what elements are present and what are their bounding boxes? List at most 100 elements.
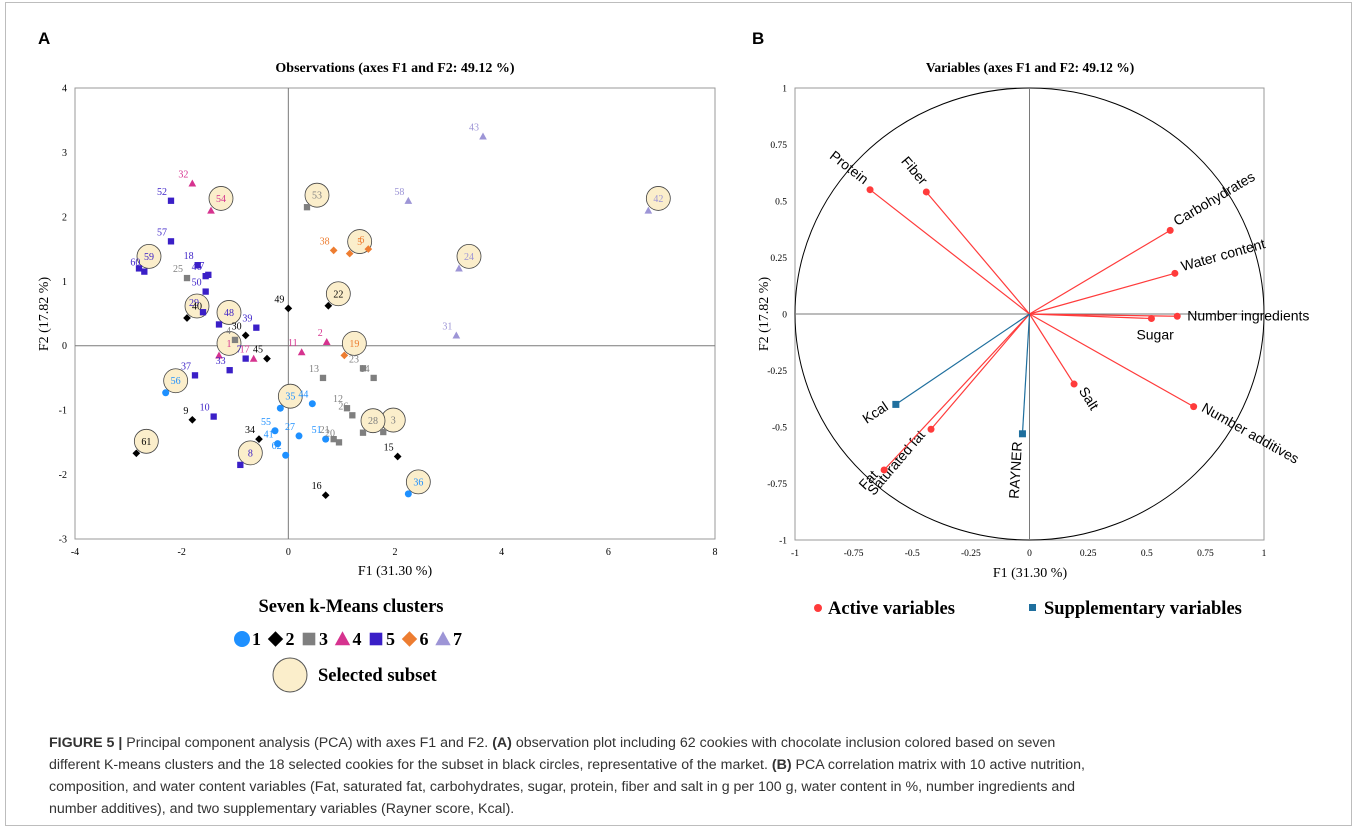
observation-point [359, 429, 367, 436]
observation-label: 24 [464, 252, 474, 263]
observation-label: 45 [253, 345, 263, 356]
variable-vector [930, 313, 1030, 430]
observation-point [404, 196, 413, 204]
cluster-legend-label: 4 [353, 629, 362, 649]
observation-point [199, 309, 207, 316]
observation-point [455, 264, 463, 272]
observation-label: 57 [157, 227, 167, 238]
observation-label: 41 [264, 430, 274, 441]
observation-point [276, 404, 284, 412]
caption-line4: number additives), and two supplementary… [49, 801, 515, 817]
observation-label: 46 [192, 262, 202, 273]
selected-subset-circle [405, 469, 431, 495]
observations-xtick-label: 2 [393, 547, 398, 558]
variable-label: Carbohydrates [1170, 168, 1257, 229]
observation-point [349, 412, 356, 419]
observations-xlabel: F1 (31.30 %) [358, 564, 433, 579]
observation-point [237, 461, 244, 469]
observations-xtick-label: 4 [499, 547, 504, 558]
observation-label: 6 [359, 235, 364, 246]
observation-label: 20 [325, 428, 335, 439]
variables-xtick-label: -0.25 [961, 549, 981, 559]
observation-label: 35 [285, 392, 295, 403]
variables-plot: Variables (axes F1 and F2: 49.12 %) F1 (… [757, 60, 1309, 581]
observation-point [210, 413, 217, 420]
observation-label: 10 [200, 403, 210, 414]
variables-xlabel: F1 (31.30 %) [993, 566, 1068, 581]
observation-point [479, 132, 487, 140]
variables-ytick-label: -0.25 [767, 367, 787, 377]
observations-ytick-label: -1 [59, 406, 67, 417]
observation-label: 53 [312, 191, 322, 202]
variables-ytick-label: 0.75 [770, 141, 787, 151]
observations-xtick-label: -2 [177, 547, 185, 558]
observation-label: 7 [237, 345, 242, 356]
observation-point [188, 179, 197, 187]
variables-xtick-label: 0.75 [1197, 549, 1214, 559]
selected-subset-circle [208, 186, 234, 211]
observation-label: 50 [192, 278, 202, 289]
observations-xtick-label: 6 [606, 547, 611, 558]
observation-point [322, 337, 331, 345]
caption-line2-tail: PCA correlation matrix with 10 active nu… [791, 757, 1085, 773]
observation-point [205, 271, 212, 278]
selected-subset-circle [325, 281, 351, 307]
observation-point [343, 405, 351, 412]
supplementary-variable-point [892, 400, 900, 408]
observation-label: 43 [469, 122, 479, 133]
cluster-legend-label: 1 [252, 629, 261, 649]
variables-ytick-label: -1 [779, 537, 787, 547]
observation-point [340, 351, 349, 360]
observation-point [452, 331, 461, 339]
cluster-legend-label: 5 [386, 629, 395, 649]
observation-label: 36 [413, 477, 423, 488]
observation-point [284, 304, 293, 313]
cluster-legend-marker [267, 631, 284, 647]
observation-label: 60 [130, 258, 140, 269]
variable-label: Saturated fat [864, 427, 928, 498]
observation-point [167, 238, 175, 245]
observation-point [271, 427, 279, 435]
variables-xtick-label: -0.75 [844, 549, 864, 559]
observation-point [321, 491, 330, 500]
supplementary-variable-point [1018, 430, 1026, 438]
selected-subset-circle [645, 186, 671, 211]
selected-subset-circle [237, 440, 263, 466]
observation-point [322, 435, 330, 443]
cluster-legend-marker [234, 631, 250, 647]
observation-label: 39 [242, 314, 252, 325]
supplementary-variables-label: Supplementary variables [1044, 599, 1242, 619]
variable-label: Number ingredients [1187, 307, 1309, 323]
observation-label: 9 [183, 406, 188, 417]
observation-point [359, 365, 367, 372]
observation-label: 42 [653, 194, 663, 205]
variables-legend: Active variables Supplementary variables [814, 599, 1242, 619]
observation-point [329, 246, 338, 255]
observation-point [324, 301, 333, 310]
observation-label: 14 [360, 364, 370, 375]
caption-b-marker: (B) [771, 757, 792, 773]
variable-vector [1028, 313, 1075, 385]
selected-subset-label: Selected subset [318, 666, 438, 686]
active-variable-point [1070, 380, 1078, 388]
variable-vector [1029, 272, 1176, 315]
variables-ytick-label: 0 [782, 311, 787, 321]
observation-label: 4 [226, 326, 231, 337]
selected-subset-circle [360, 408, 386, 434]
panel-b-label: B [752, 29, 764, 48]
variable-label: RAYNER [1006, 441, 1025, 499]
observation-label: 55 [261, 417, 271, 428]
variable-vector [883, 313, 1030, 471]
selected-subset-circle [216, 300, 242, 325]
observations-ylabel: F2 (17.82 %) [37, 277, 52, 352]
observation-point [282, 451, 290, 459]
caption-line3: composition, and water content variables… [49, 779, 1076, 795]
active-variable-point [1171, 269, 1179, 277]
variable-label: Water content [1179, 235, 1267, 274]
cluster-legend-label: 7 [453, 629, 462, 649]
observation-label: 59 [144, 252, 154, 263]
variable-vector [1021, 313, 1031, 434]
observation-point [274, 440, 282, 448]
observation-point [135, 265, 143, 272]
